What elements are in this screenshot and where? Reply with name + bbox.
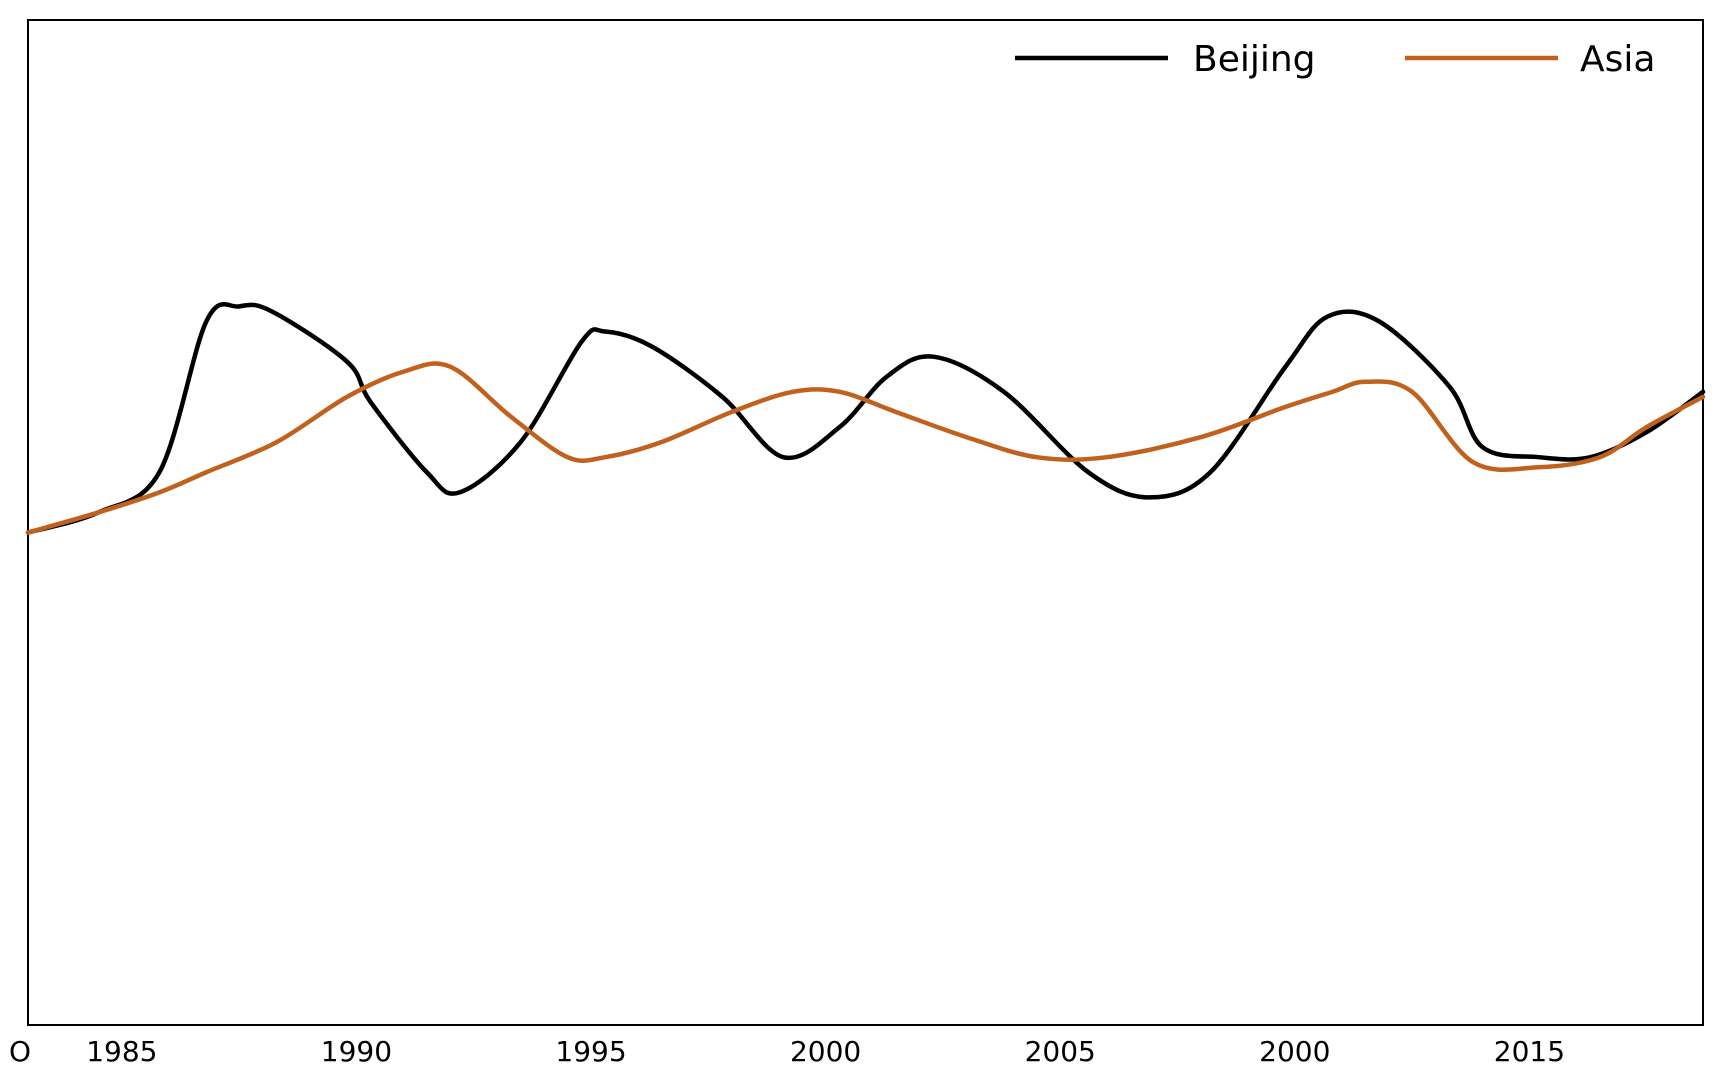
x-tick-label: 2000 [790,1035,861,1068]
x-tick-label: 1995 [555,1035,626,1068]
legend-label-asia: Asia [1580,39,1655,80]
x-tick-label: 1985 [86,1035,157,1068]
x-tick-label: 2000 [1259,1035,1330,1068]
x-tick-label: O [9,1035,31,1068]
plot-area-frame [27,19,1704,1026]
x-tick-label: 2015 [1494,1035,1565,1068]
x-tick-label: 1990 [321,1035,392,1068]
series-line-asia [25,361,1706,535]
x-axis-ticks: O 1985 1990 1995 2000 2005 2000 2015 [9,1035,1565,1068]
x-tick-label: 2005 [1025,1035,1096,1068]
series-line-beijing [25,301,1706,535]
legend: Beijing Asia [1015,39,1655,80]
series-layer [25,301,1706,535]
legend-label-beijing: Beijing [1193,39,1316,80]
